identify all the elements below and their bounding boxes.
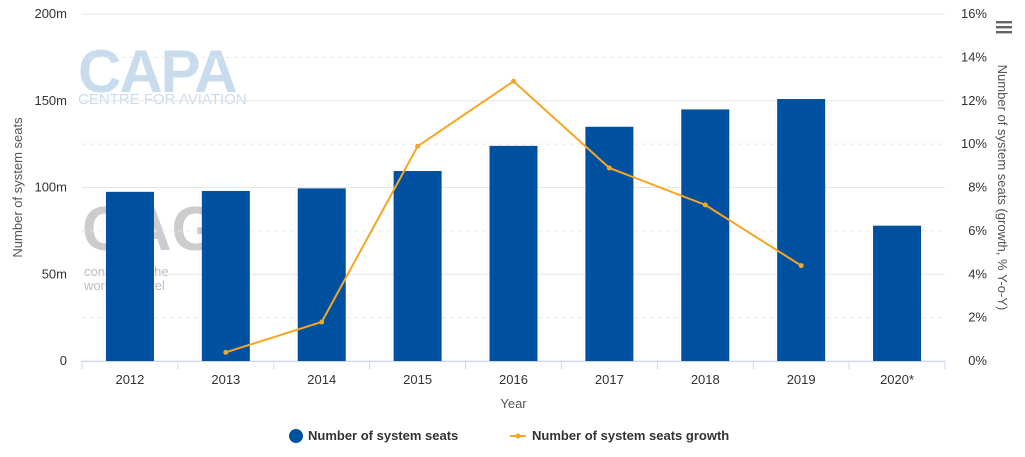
x-tick-label: 2016: [499, 372, 528, 387]
bar-series: [105, 99, 922, 362]
x-tick-label: 2020*: [880, 372, 914, 387]
bar-2017[interactable]: [585, 126, 634, 362]
y2-tick-label: 4%: [968, 266, 987, 281]
x-tick-label: 2018: [691, 372, 720, 387]
bar-2016[interactable]: [489, 145, 538, 361]
legend-symbol-seats: [289, 429, 303, 443]
capa-watermark-logo: CAPA: [78, 38, 236, 105]
legend-item-growth[interactable]: Number of system seats growth: [510, 428, 729, 443]
growth-point-2019[interactable]: [798, 263, 804, 269]
growth-point-2017[interactable]: [606, 165, 612, 171]
bar-2013[interactable]: [201, 190, 250, 361]
y2-tick-label: 2%: [968, 310, 987, 325]
y-tick-label: 150m: [34, 93, 67, 108]
y-tick-label: 50m: [42, 266, 67, 281]
bar-2018[interactable]: [681, 109, 730, 361]
x-axis-title: Year: [500, 396, 527, 411]
x-tick-label: 2019: [787, 372, 816, 387]
bar-2015[interactable]: [393, 171, 442, 361]
growth-point-2015[interactable]: [415, 143, 421, 149]
legend-label-growth: Number of system seats growth: [532, 428, 729, 443]
y2-tick-label: 0%: [968, 353, 987, 368]
legend-symbol-growth-marker: [515, 433, 521, 439]
capa-watermark-subtitle: CENTRE FOR AVIATION: [78, 91, 247, 108]
y2-tick-label: 14%: [961, 49, 987, 64]
y-tick-label: 0: [60, 353, 67, 368]
bar-2020*[interactable]: [873, 225, 922, 361]
legend-label-seats: Number of system seats: [308, 428, 458, 443]
legend-item-seats[interactable]: Number of system seats: [289, 428, 458, 443]
legend: Number of system seats Number of system s…: [289, 428, 729, 443]
y2-tick-label: 10%: [961, 136, 987, 151]
y-tick-label: 100m: [34, 180, 67, 195]
growth-point-2014[interactable]: [319, 319, 325, 325]
y2-tick-label: 16%: [961, 6, 987, 21]
y2-tick-label: 12%: [961, 93, 987, 108]
bar-2014[interactable]: [297, 188, 346, 361]
x-tick-label: 2012: [115, 372, 144, 387]
x-tick-label: 2015: [403, 372, 432, 387]
bar-2012[interactable]: [105, 191, 154, 361]
growth-point-2016[interactable]: [511, 78, 516, 84]
line-series: [223, 78, 804, 355]
x-tick-label: 2017: [595, 372, 624, 387]
y-axis-title: Number of system seats: [10, 117, 25, 258]
x-tick-label: 2014: [307, 372, 336, 387]
growth-point-2018[interactable]: [702, 202, 708, 208]
y2-axis-title: Number of system seats (growth, % Y-o-Y): [995, 65, 1010, 311]
y-tick-label: 200m: [34, 6, 67, 21]
y2-tick-label: 6%: [968, 223, 987, 238]
growth-point-2013[interactable]: [223, 349, 229, 355]
x-tick-label: 2013: [211, 372, 240, 387]
hamburger-menu-icon[interactable]: [996, 20, 1012, 34]
bar-2019[interactable]: [777, 99, 826, 361]
axis-layer: 0 50m 100m 150m 200m 0% 2% 4% 6% 8% 10% 12% 14% 16% 20…: [10, 6, 1010, 411]
y2-tick-label: 8%: [968, 180, 987, 195]
